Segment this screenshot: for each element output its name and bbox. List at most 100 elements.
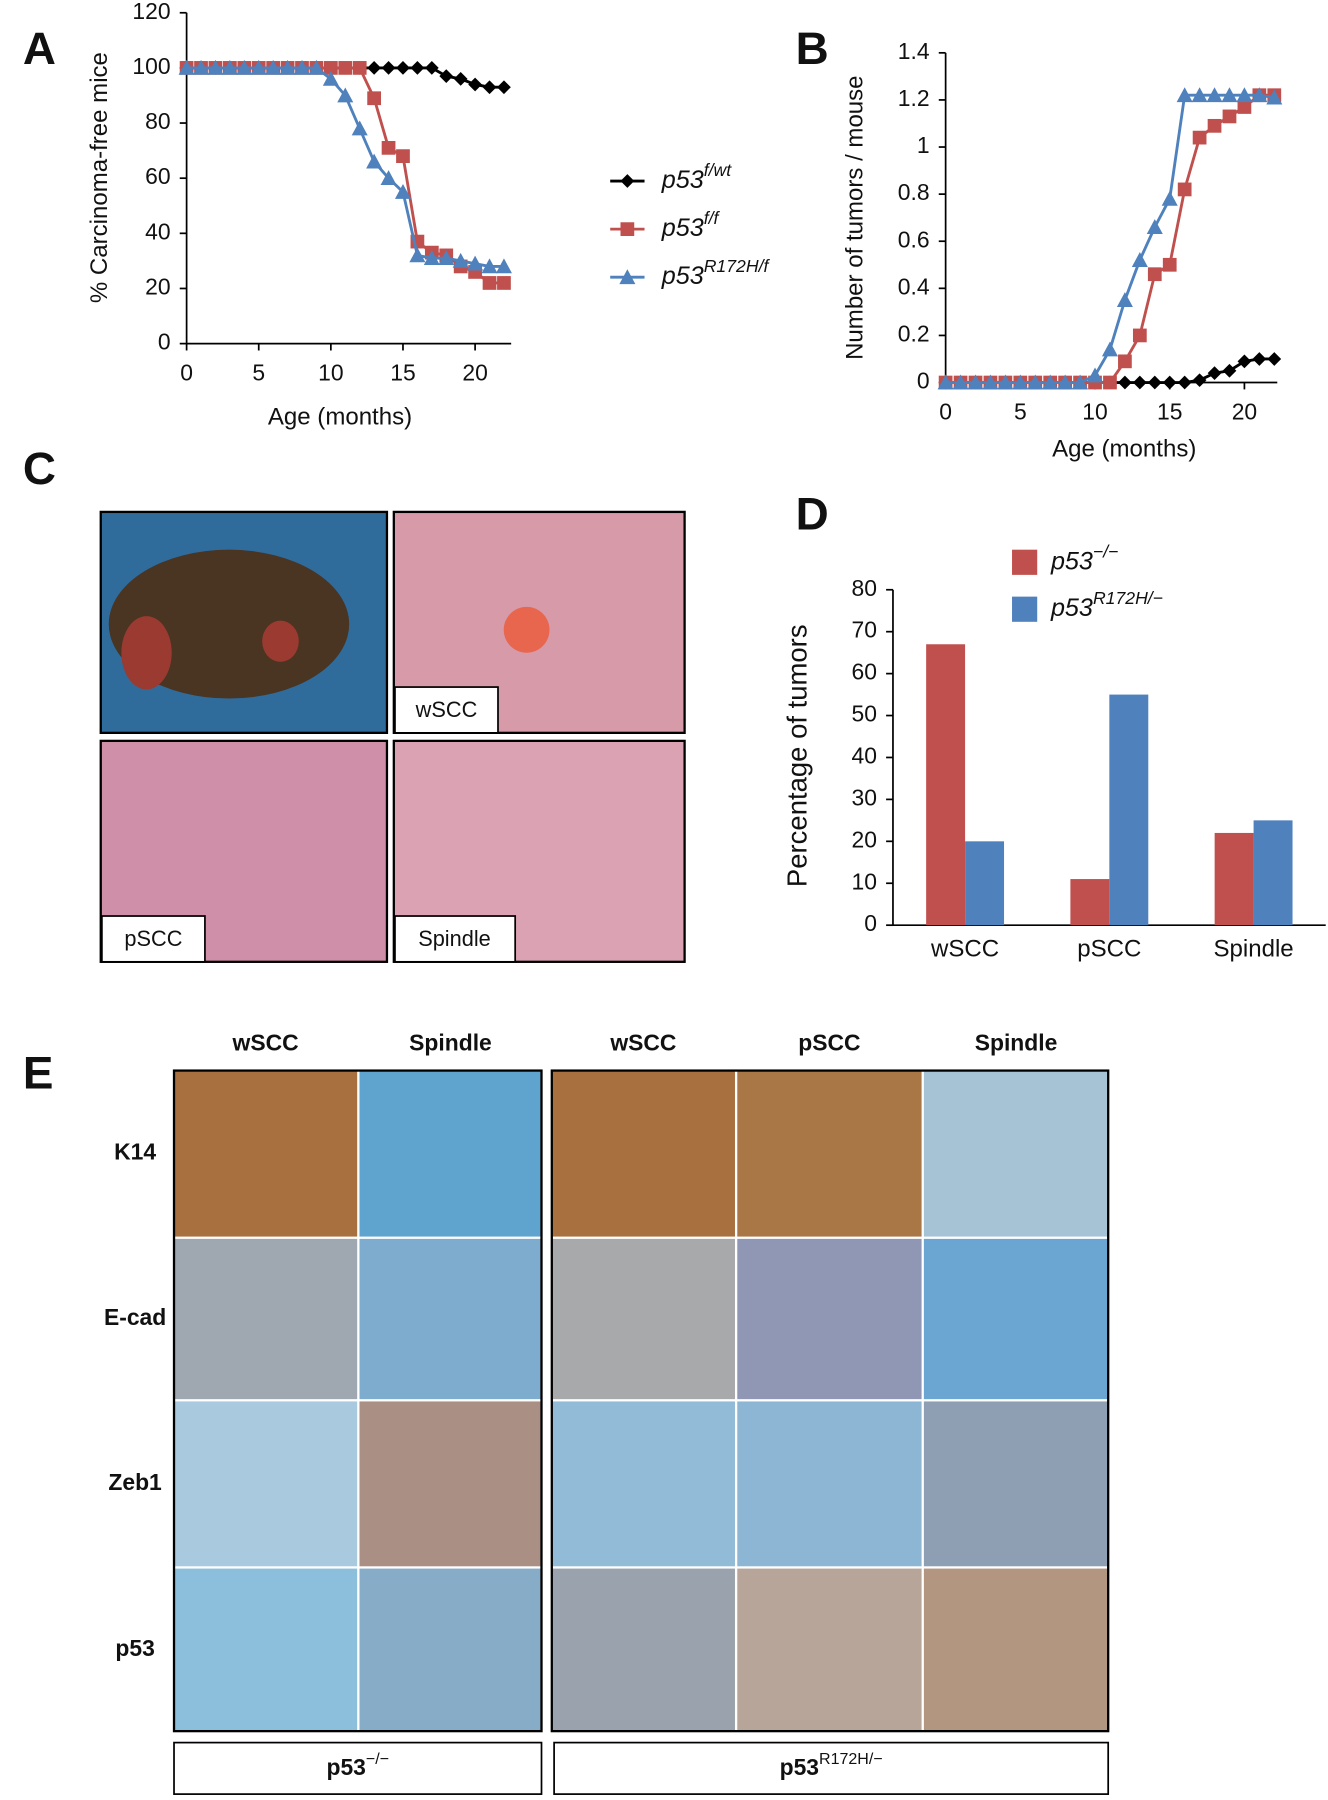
marker: [937, 374, 954, 390]
marker: [351, 120, 368, 136]
marker: [1206, 87, 1223, 103]
ihc-image: [923, 1568, 1109, 1732]
y-tick-label: 0: [917, 368, 930, 394]
ihc-image: [359, 1568, 542, 1732]
marker: [323, 61, 338, 75]
group-box: [173, 1741, 543, 1795]
marker: [396, 61, 410, 75]
marker: [1132, 375, 1147, 390]
panel-label: E: [23, 1047, 54, 1098]
marker: [452, 252, 469, 268]
marker: [1207, 118, 1222, 133]
marker: [1118, 375, 1132, 390]
panel-label: B: [796, 23, 829, 74]
marker: [1131, 252, 1148, 267]
marker: [952, 374, 969, 390]
marker: [468, 77, 482, 92]
label-box: [394, 686, 499, 734]
image-frame: [550, 1069, 1110, 1733]
ihc-image: [737, 1238, 922, 1400]
x-tick-label: pSCC: [1077, 936, 1141, 963]
y-tick-label: 40: [145, 218, 170, 244]
row-label: K14: [114, 1139, 156, 1165]
ihc-image: [174, 1238, 358, 1400]
superscript-label: p53R172H/−: [780, 1750, 883, 1780]
y-tick-label: 50: [851, 701, 876, 727]
marker: [619, 269, 636, 285]
ihc-image: [174, 1401, 358, 1567]
ihc-image: [174, 1568, 358, 1732]
marker: [338, 61, 353, 75]
bar: [1070, 879, 1110, 926]
panel-label: A: [23, 23, 56, 74]
y-tick-label: 20: [145, 274, 170, 300]
marker: [1192, 130, 1207, 145]
marker: [495, 258, 512, 274]
marker: [620, 174, 635, 188]
marker: [1251, 87, 1268, 103]
marker: [193, 59, 210, 75]
marker: [1237, 100, 1252, 114]
y-tick-label: 10: [851, 868, 876, 894]
keratin-pearl: [503, 606, 550, 653]
marker: [1146, 219, 1163, 234]
marker: [1103, 375, 1117, 390]
column-header: Spindle: [409, 1029, 492, 1055]
x-tick-label: 5: [252, 360, 265, 386]
marker: [221, 59, 238, 75]
series-line: [945, 93, 1275, 384]
y-tick-label: 0.4: [898, 273, 930, 299]
marker: [308, 59, 325, 75]
superscript-label: p53R172H/f: [661, 256, 771, 290]
y-tick-label: 30: [851, 784, 876, 810]
marker: [1177, 182, 1192, 197]
marker: [381, 140, 396, 155]
x-tick-label: 0: [939, 398, 952, 424]
legend-swatch: [1012, 596, 1038, 622]
ihc-image: [923, 1401, 1109, 1567]
marker: [322, 70, 339, 86]
marker: [1118, 354, 1132, 369]
superscript-label: p53f/f: [661, 208, 721, 242]
marker: [1162, 257, 1177, 272]
y-tick-label: 40: [851, 743, 876, 769]
marker: [1176, 87, 1193, 103]
y-axis-title: Percentage of tumors: [781, 624, 812, 887]
marker: [279, 59, 296, 75]
x-tick-label: 15: [1157, 398, 1182, 424]
marker: [394, 183, 411, 199]
column-header: wSCC: [609, 1029, 676, 1055]
y-tick-label: 120: [132, 0, 170, 24]
marker: [178, 59, 195, 75]
marker: [620, 222, 635, 236]
label-box: [394, 915, 517, 963]
x-tick-label: wSCC: [930, 936, 999, 963]
y-tick-label: 20: [851, 826, 876, 852]
y-tick-label: 1.2: [898, 85, 930, 111]
marker: [1266, 89, 1283, 105]
bar: [965, 841, 1005, 926]
x-tick-label: 10: [1082, 398, 1107, 424]
ihc-image: [551, 1401, 735, 1567]
marker: [265, 59, 282, 75]
ihc-image: [923, 1238, 1109, 1400]
y-tick-label: 0.6: [898, 226, 930, 252]
superscript-label: p53−/−: [326, 1750, 389, 1780]
y-tick-label: 0.2: [898, 320, 930, 346]
marker: [1162, 375, 1177, 390]
group-box: [553, 1741, 1110, 1795]
marker: [367, 61, 381, 75]
x-axis-title: Age (months): [268, 403, 412, 430]
marker: [1267, 352, 1282, 366]
marker: [453, 72, 468, 86]
y-tick-label: 0.8: [898, 179, 930, 205]
panel-c-images: wSCC pSCC Spindle: [99, 510, 686, 963]
marker: [982, 374, 999, 390]
superscript-label: p53f/wt: [661, 160, 733, 194]
ihc-image: [174, 1070, 358, 1237]
superscript-label: p53R172H/−: [1050, 588, 1163, 622]
panel-label: C: [23, 443, 56, 494]
marker: [1252, 352, 1267, 366]
image-frame: [172, 1069, 543, 1733]
y-tick-label: 80: [851, 575, 876, 601]
